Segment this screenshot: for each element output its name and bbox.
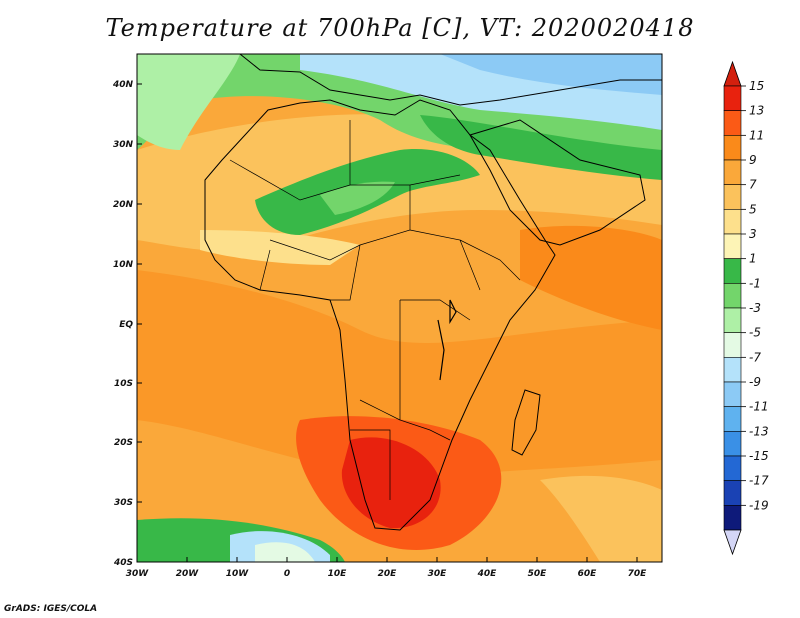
- lon-tick-label: 70E: [628, 569, 648, 579]
- lon-tick-label: 30E: [428, 569, 448, 579]
- lat-tick-label: 10N: [113, 260, 134, 270]
- colorbar-swatch: [723, 431, 742, 457]
- lat-tick-label: 40N: [112, 80, 134, 90]
- lat-tick-label: 30N: [113, 140, 134, 150]
- colorbar-label: 15: [749, 79, 764, 93]
- colorbar-label: -7: [749, 350, 761, 364]
- sahel-light-green: [320, 181, 395, 215]
- colorbar-swatch: [723, 357, 742, 383]
- colorbar-swatch: [723, 209, 742, 235]
- north-green-strip: [420, 115, 662, 180]
- colorbar-label: -3: [749, 301, 761, 315]
- lon-tick-label: 40E: [477, 569, 498, 579]
- atlantic-light-green: [137, 54, 240, 150]
- colorbar-swatch: [723, 406, 742, 432]
- lon-tick-label: 20W: [176, 569, 200, 579]
- colorbar-swatch: [723, 110, 742, 136]
- colorbar-swatch: [723, 505, 742, 531]
- africa-coastline: [204, 99, 556, 531]
- arabian-sea-warm: [520, 225, 662, 330]
- colorbar-label: -1: [749, 276, 761, 290]
- colorbar-swatch: [723, 159, 742, 185]
- colorbar-label: -17: [749, 474, 769, 488]
- colorbar-swatch: [723, 307, 742, 333]
- lat-tick-label: 10S: [114, 379, 133, 389]
- colorbar-label: -13: [749, 424, 769, 438]
- equatorial-warm-band: [137, 270, 662, 480]
- colorbar-bottom-arrow: [723, 529, 742, 556]
- colorbar-label: -15: [749, 449, 769, 463]
- great-lakes: [437, 299, 457, 381]
- colorbar-label: -19: [749, 498, 769, 512]
- colorbar-label: 11: [749, 128, 764, 142]
- colorbar-swatch: [723, 455, 742, 481]
- colorbar-label: 9: [749, 153, 757, 167]
- colorbar-label: 13: [749, 104, 764, 118]
- lat-tick-label: 30S: [114, 498, 133, 508]
- colorbar: 15 13 11 9 7 5 3 1 -1 -3 -5 -7 -9 -11 -13 -15 -17 -19: [723, 60, 769, 556]
- lat-tick-label: 40S: [113, 558, 133, 568]
- colorbar-label: 7: [749, 178, 757, 192]
- colorbar-swatch: [723, 381, 742, 407]
- colorbar-top-arrow: [723, 60, 742, 87]
- lat-tick-label: 20N: [113, 200, 134, 210]
- latitude-axis: 40N 30N 20N 10N EQ 10S 20S 30S 40S: [112, 80, 142, 568]
- colorbar-swatch: [723, 233, 742, 259]
- lon-tick-label: 10E: [328, 569, 348, 579]
- east-coast-pale: [540, 475, 662, 562]
- longitude-axis: 30W 20W 10W 0 10E 20E 30E 40E 50E 60E 70E: [126, 557, 647, 579]
- lat-tick-label: EQ: [119, 320, 133, 330]
- lon-tick-label: 0: [284, 569, 290, 579]
- sahel-pale: [200, 230, 360, 265]
- colorbar-swatch: [723, 85, 742, 111]
- lon-tick-label: 10W: [226, 569, 250, 579]
- colorbar-label: 1: [749, 252, 757, 266]
- map-frame: [136, 53, 663, 563]
- colorbar-swatch: [723, 184, 742, 210]
- lon-tick-label: 20E: [378, 569, 398, 579]
- colorbar-label: -9: [749, 375, 761, 389]
- madagascar: [511, 389, 541, 456]
- europe-cold: [440, 54, 662, 95]
- europe-coast: [239, 54, 662, 106]
- lon-tick-label: 50E: [528, 569, 548, 579]
- lat-tick-label: 20S: [114, 438, 133, 448]
- colorbar-swatch: [723, 258, 742, 284]
- map-title: Temperature at 700hPa [C], VT: 202002041…: [105, 14, 695, 42]
- colorbar-swatch: [723, 332, 742, 358]
- colorbar-swatch: [723, 283, 742, 309]
- footer-credit: GrADS: IGES/COLA: [4, 604, 98, 614]
- lon-tick-label: 60E: [578, 569, 598, 579]
- lon-tick-label: 30W: [126, 569, 150, 579]
- southern-ocean-pale: [255, 542, 315, 562]
- colorbar-swatch: [723, 135, 742, 161]
- colorbar-label: -5: [749, 326, 761, 340]
- colorbar-label: -11: [749, 400, 769, 414]
- temperature-field: [137, 54, 662, 562]
- colorbar-label: 3: [749, 227, 757, 241]
- colorbar-swatch: [723, 480, 742, 506]
- national-borders: [229, 120, 521, 500]
- colorbar-label: 5: [749, 202, 757, 216]
- arabia: [469, 119, 646, 246]
